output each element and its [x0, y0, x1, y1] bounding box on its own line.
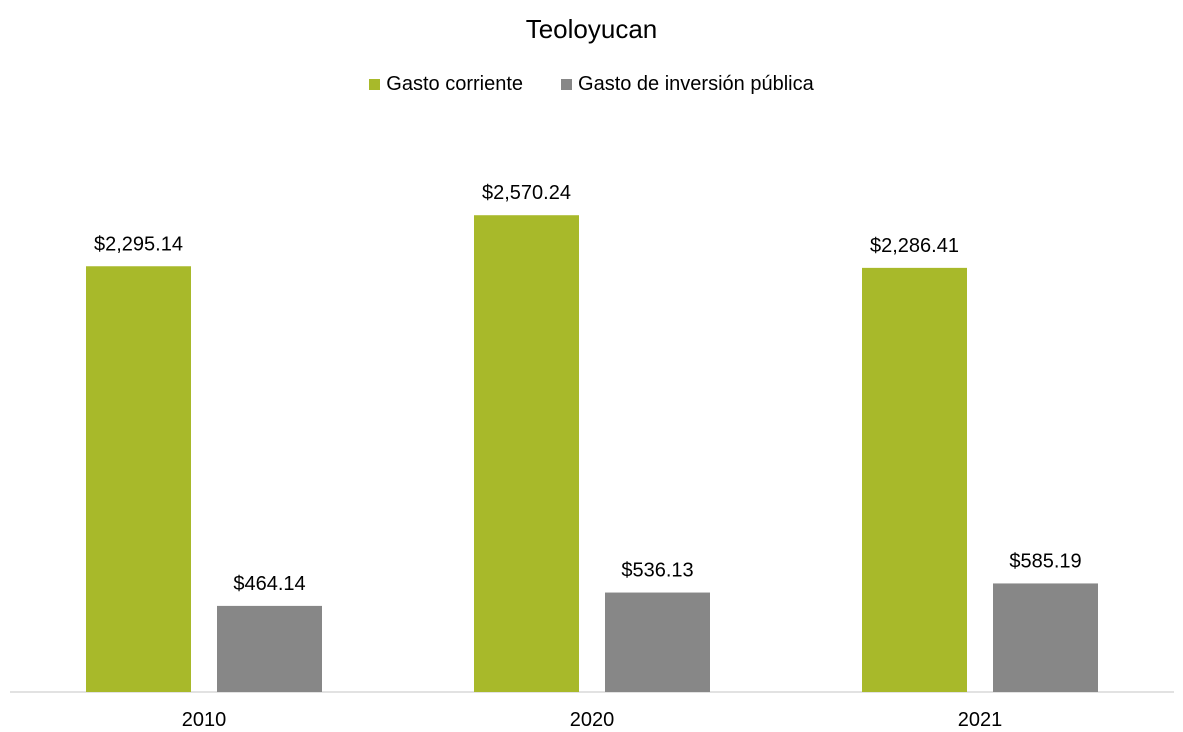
data-label-gasto-corriente-2021: $2,286.41 — [870, 235, 959, 257]
data-label-gasto-corriente-2020: $2,570.24 — [482, 182, 571, 204]
data-label-gasto-inversion-2010: $464.14 — [233, 573, 305, 595]
x-tick-label-2020: 2020 — [570, 709, 615, 731]
legend-item-gasto-corriente: Gasto corriente — [369, 73, 523, 96]
bar-gasto-corriente-2020 — [474, 215, 579, 693]
bar-gasto-inversion-2020 — [605, 592, 710, 692]
legend-label-gasto-inversion: Gasto de inversión pública — [578, 73, 814, 95]
bar-gasto-inversion-2010 — [217, 605, 322, 692]
chart-title: Teoloyucan — [525, 14, 658, 44]
bar-gasto-corriente-2010 — [86, 266, 191, 692]
x-tick-label-2010: 2010 — [182, 709, 227, 731]
legend-swatch-gasto-inversion — [561, 79, 573, 90]
bar-gasto-inversion-2021 — [993, 583, 1098, 692]
legend-label-gasto-corriente: Gasto corriente — [386, 73, 524, 95]
data-label-gasto-inversion-2020: $536.13 — [621, 560, 693, 582]
legend: Gasto corriente Gasto de inversión públi… — [0, 73, 1183, 96]
legend-item-gasto-inversion: Gasto de inversión pública — [561, 73, 814, 96]
data-label-gasto-inversion-2021: $585.19 — [1009, 550, 1081, 572]
bar-gasto-corriente-2021 — [862, 267, 967, 692]
legend-swatch-gasto-corriente — [369, 79, 381, 90]
x-tick-label-2021: 2021 — [958, 709, 1003, 731]
data-label-gasto-corriente-2010: $2,295.14 — [94, 233, 183, 255]
